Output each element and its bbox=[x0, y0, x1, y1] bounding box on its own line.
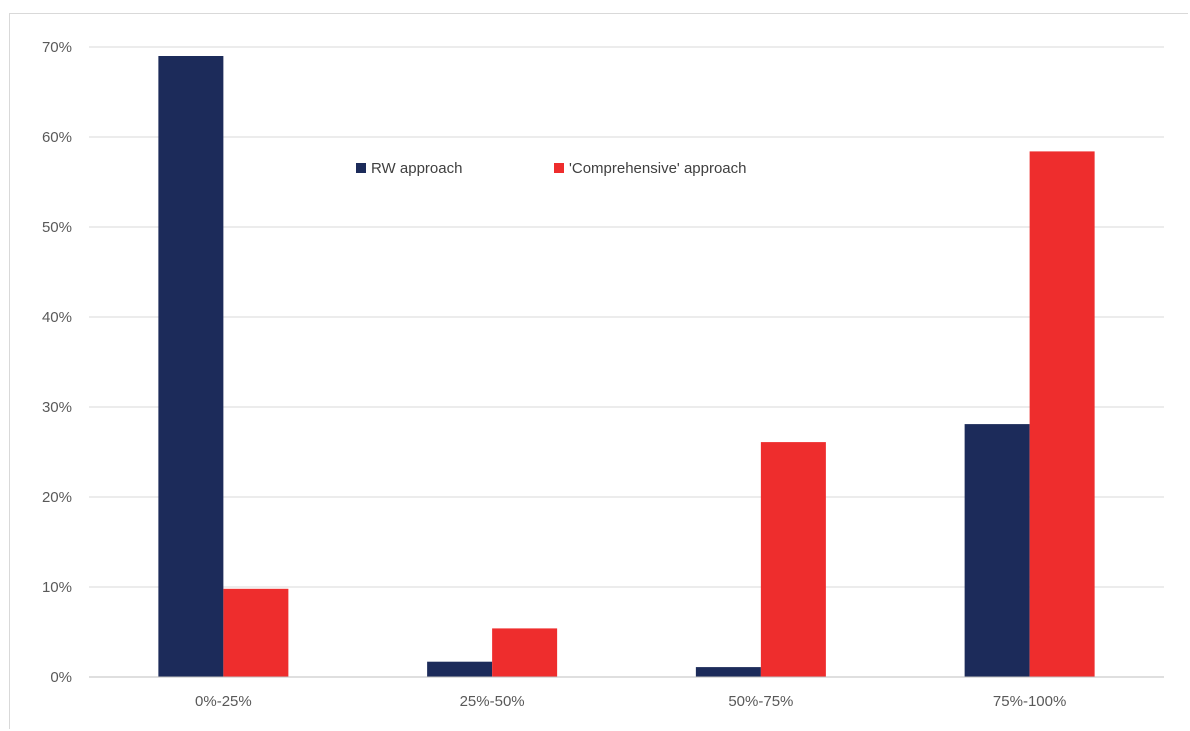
bar bbox=[223, 588, 289, 677]
y-tick-label: 60% bbox=[42, 129, 72, 146]
bar bbox=[158, 56, 224, 677]
x-tick-label: 75%-100% bbox=[993, 693, 1066, 710]
y-tick-label: 10% bbox=[42, 579, 72, 596]
x-axis-tick-labels: 0%-25% 25%-50% 50%-75% 75%-100% bbox=[195, 693, 1066, 710]
bar bbox=[1029, 151, 1095, 677]
chart-frame bbox=[9, 13, 1188, 729]
bar bbox=[492, 628, 558, 677]
legend-label: 'Comprehensive' approach bbox=[569, 160, 747, 177]
legend-label: RW approach bbox=[371, 160, 462, 177]
x-tick-label: 50%-75% bbox=[728, 693, 793, 710]
y-tick-label: 50% bbox=[42, 219, 72, 236]
y-tick-label: 40% bbox=[42, 309, 72, 326]
y-tick-label: 70% bbox=[42, 39, 72, 56]
legend: RW approach 'Comprehensive' approach bbox=[356, 160, 747, 177]
bar bbox=[427, 661, 493, 677]
y-tick-label: 20% bbox=[42, 489, 72, 506]
x-tick-label: 25%-50% bbox=[460, 693, 525, 710]
bar bbox=[760, 442, 826, 677]
legend-swatch bbox=[356, 163, 366, 173]
bar bbox=[964, 424, 1030, 677]
y-tick-label: 30% bbox=[42, 399, 72, 416]
y-tick-label: 0% bbox=[50, 669, 72, 686]
x-tick-label: 0%-25% bbox=[195, 693, 252, 710]
legend-swatch bbox=[554, 163, 564, 173]
y-axis-tick-labels: 0% 10% 20% 30% 40% 50% 60% 70% bbox=[42, 39, 72, 686]
bars bbox=[158, 56, 1095, 677]
bar bbox=[695, 667, 761, 677]
